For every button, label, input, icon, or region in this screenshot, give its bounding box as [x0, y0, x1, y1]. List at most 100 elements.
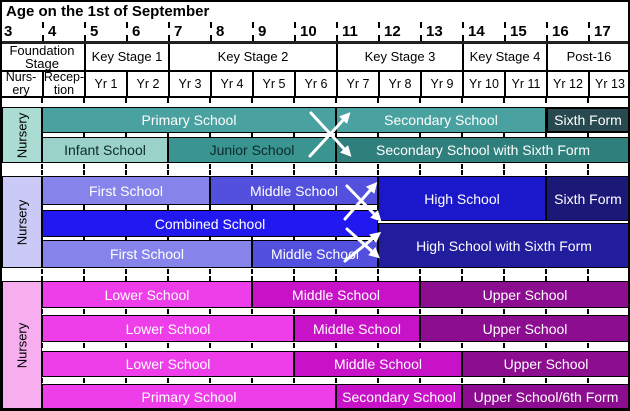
age-tick — [293, 204, 295, 210]
age-tick — [461, 163, 463, 169]
age-tick — [293, 275, 295, 281]
year-cell: Yr 13 — [588, 72, 630, 96]
age-tick — [83, 342, 85, 348]
age-tick — [251, 132, 253, 138]
bar-middle-school: Middle School — [294, 315, 420, 342]
year-cell: Yr 2 — [126, 72, 168, 96]
age-tick — [251, 342, 253, 348]
age-label: 14 — [462, 22, 504, 41]
age-tick — [503, 308, 505, 314]
age-tick — [83, 204, 85, 210]
age-tick — [41, 236, 43, 242]
age-tick — [335, 275, 337, 281]
year-cell: Yr 11 — [504, 72, 546, 96]
bar-first-school: First School — [42, 176, 210, 205]
age-tick — [251, 275, 253, 281]
key-stage-cell-key-stage-2: Key Stage 2 — [168, 44, 336, 70]
bar-lower-school: Lower School — [42, 281, 252, 308]
age-tick — [83, 308, 85, 314]
bar-primary-school: Primary School — [42, 107, 336, 133]
age-tick — [335, 163, 337, 169]
age-tick — [125, 132, 127, 138]
age-tick — [209, 98, 211, 103]
age-tick — [587, 308, 589, 314]
age-tick — [335, 98, 337, 103]
year-cell: Yr 4 — [210, 72, 252, 96]
nursery-column-label: Nursery — [14, 199, 30, 245]
age-tick — [293, 342, 295, 348]
age-tick — [503, 275, 505, 281]
bar-sixth-form: Sixth Form — [546, 107, 630, 133]
bar-combined-school: Combined School — [42, 210, 378, 237]
age-tick — [461, 308, 463, 314]
bar-upper-school-6th-form: Upper School/6th Form — [462, 384, 630, 409]
header-divider — [0, 70, 630, 72]
age-label: 15 — [504, 22, 546, 41]
age-tick — [209, 163, 211, 169]
age-tick — [293, 308, 295, 314]
age-tick — [167, 132, 169, 138]
age-tick — [41, 163, 43, 169]
age-tick — [503, 170, 505, 175]
age-tick — [377, 170, 379, 175]
age-tick — [41, 268, 43, 274]
age-tick — [167, 378, 169, 383]
age-tick — [293, 170, 295, 175]
bar-infant-school: Infant School — [42, 137, 168, 163]
age-tick — [545, 163, 547, 169]
bar-upper-school: Upper School — [420, 281, 630, 308]
bar-first-school: First School — [42, 240, 252, 268]
age-tick — [251, 204, 253, 210]
age-label: 10 — [294, 22, 336, 41]
bar-secondary-school-with-sixth-form: Secondary School with Sixth Form — [336, 137, 630, 163]
age-tick — [419, 342, 421, 348]
key-stage-cell-post-16: Post-16 — [546, 44, 630, 70]
age-label: 8 — [210, 22, 252, 41]
age-tick — [545, 308, 547, 314]
age-label: 3 — [4, 23, 13, 40]
age-tick — [125, 308, 127, 314]
age-tick — [503, 342, 505, 348]
nursery-column-label: Nursery — [14, 112, 30, 158]
age-tick — [125, 378, 127, 383]
key-stage-cell-key-stage-3: Key Stage 3 — [336, 44, 462, 70]
age-tick — [125, 268, 127, 274]
age-label: 4 — [42, 22, 84, 41]
nursery-column-teal: Nursery — [2, 107, 42, 163]
age-tick — [461, 275, 463, 281]
age-tick — [209, 275, 211, 281]
age-tick — [587, 163, 589, 169]
age-tick — [293, 163, 295, 169]
year-cell: Yr 12 — [546, 72, 588, 96]
age-tick — [587, 378, 589, 383]
age-tick — [335, 308, 337, 314]
age-tick — [209, 170, 211, 175]
age-tick — [587, 268, 589, 274]
age-tick — [83, 275, 85, 281]
age-tick — [41, 342, 43, 348]
age-tick — [293, 378, 295, 383]
age-tick — [83, 378, 85, 383]
age-tick — [419, 170, 421, 175]
age-tick — [503, 268, 505, 274]
age-tick — [209, 132, 211, 138]
year-cell: Yr 6 — [294, 72, 336, 96]
age-label: 12 — [378, 22, 420, 41]
age-tick — [41, 204, 43, 210]
age-tick — [251, 98, 253, 103]
age-tick — [503, 163, 505, 169]
age-tick — [251, 308, 253, 314]
age-tick — [209, 378, 211, 383]
age-tick — [125, 163, 127, 169]
bar-primary-school: Primary School — [42, 384, 336, 409]
age-tick — [419, 378, 421, 383]
age-tick — [545, 342, 547, 348]
age-tick — [83, 132, 85, 138]
age-tick — [209, 308, 211, 314]
age-label: 11 — [336, 22, 378, 41]
age-tick — [251, 163, 253, 169]
age-label: 7 — [168, 22, 210, 41]
age-tick — [167, 163, 169, 169]
age-label: 16 — [546, 22, 588, 41]
